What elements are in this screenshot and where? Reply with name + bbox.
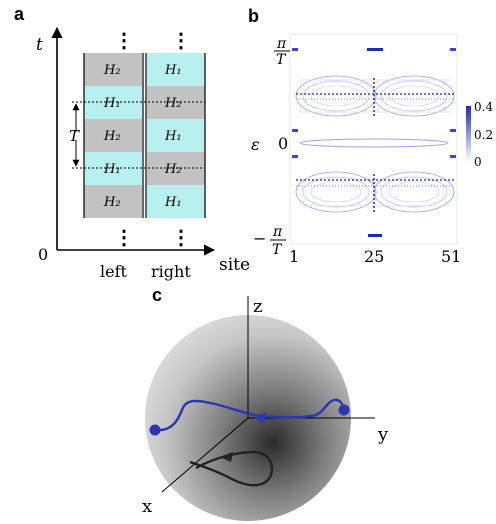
left-label: left bbox=[100, 262, 128, 281]
blue-trajectory-arrow bbox=[254, 412, 266, 423]
right-block-label: H₁ bbox=[164, 129, 182, 144]
panel-b: ε π T 0 − π T 1 25 51 0.4 0.2 0 bbox=[251, 33, 493, 266]
right-block-label: H₂ bbox=[164, 162, 182, 177]
panel-c-label: c bbox=[152, 285, 163, 305]
xtick-25: 25 bbox=[364, 247, 384, 266]
left-block-label: H₁ bbox=[103, 162, 121, 177]
left-block-label: H₂ bbox=[103, 129, 121, 144]
right-block-label: H₁ bbox=[164, 195, 182, 210]
right-block-label: H₁ bbox=[164, 63, 182, 78]
colorbar-tick: 0 bbox=[474, 155, 482, 169]
left-block-label: H₂ bbox=[103, 63, 121, 78]
ytick-minus: − bbox=[253, 229, 266, 248]
blue-start-point bbox=[149, 424, 161, 436]
xtick-1: 1 bbox=[289, 247, 299, 266]
upper-band bbox=[295, 75, 455, 117]
left-block bbox=[84, 53, 142, 86]
left-dots-top: ⋮ bbox=[114, 28, 134, 52]
right-block bbox=[147, 185, 205, 218]
right-dots-top: ⋮ bbox=[171, 28, 191, 52]
left-block bbox=[84, 119, 142, 152]
zero-mode bbox=[299, 138, 449, 148]
black-trajectory-arrow bbox=[220, 452, 233, 462]
ytick-minus-pi-numerator: π bbox=[272, 224, 283, 240]
panel-a-label: a bbox=[14, 4, 25, 24]
edge-states bbox=[292, 48, 456, 237]
epsilon-axis-label: ε bbox=[251, 135, 260, 154]
right-column: H₁ H₂ H₁ H₂ H₁ bbox=[147, 53, 205, 218]
ytick-minus-pi-denominator: T bbox=[272, 242, 283, 258]
left-column: H₂ H₁ H₂ H₁ H₂ bbox=[84, 53, 142, 218]
black-trajectory bbox=[189, 450, 274, 487]
panel-b-label: b bbox=[248, 6, 259, 26]
xtick-51: 51 bbox=[441, 247, 461, 266]
z-axis-label: z bbox=[253, 296, 262, 317]
ytick-zero: 0 bbox=[278, 134, 288, 153]
left-block-label: H₁ bbox=[103, 96, 121, 111]
x-axis bbox=[161, 417, 249, 493]
x-axis-label: x bbox=[142, 496, 152, 517]
origin-label: 0 bbox=[38, 245, 48, 264]
ytick-pi-numerator: π bbox=[276, 36, 287, 52]
left-block bbox=[84, 185, 142, 218]
period-label: T bbox=[69, 127, 80, 145]
colorbar-tick: 0.2 bbox=[474, 128, 493, 142]
right-block bbox=[147, 53, 205, 86]
lower-band bbox=[295, 171, 455, 213]
right-block bbox=[147, 119, 205, 152]
t-axis-label: t bbox=[36, 35, 43, 55]
right-dots-bottom: ⋮ bbox=[171, 225, 191, 249]
right-block-label: H₂ bbox=[164, 96, 182, 111]
y-axis-label: y bbox=[377, 424, 389, 445]
panel-c: z y x bbox=[142, 296, 389, 521]
ytick-pi-denominator: T bbox=[276, 52, 287, 68]
left-dots-bottom: ⋮ bbox=[114, 225, 134, 249]
colorbar bbox=[466, 106, 471, 162]
blue-end-point bbox=[338, 404, 350, 416]
colorbar-tick: 0.4 bbox=[474, 100, 493, 114]
right-label: right bbox=[151, 262, 191, 281]
left-block-label: H₂ bbox=[103, 195, 121, 210]
panel-a: t 0 site left right ⋮ ⋮ ⋮ ⋮ H₂ H₁ H₂ H₁ … bbox=[36, 26, 250, 281]
site-axis-label: site bbox=[219, 255, 250, 275]
